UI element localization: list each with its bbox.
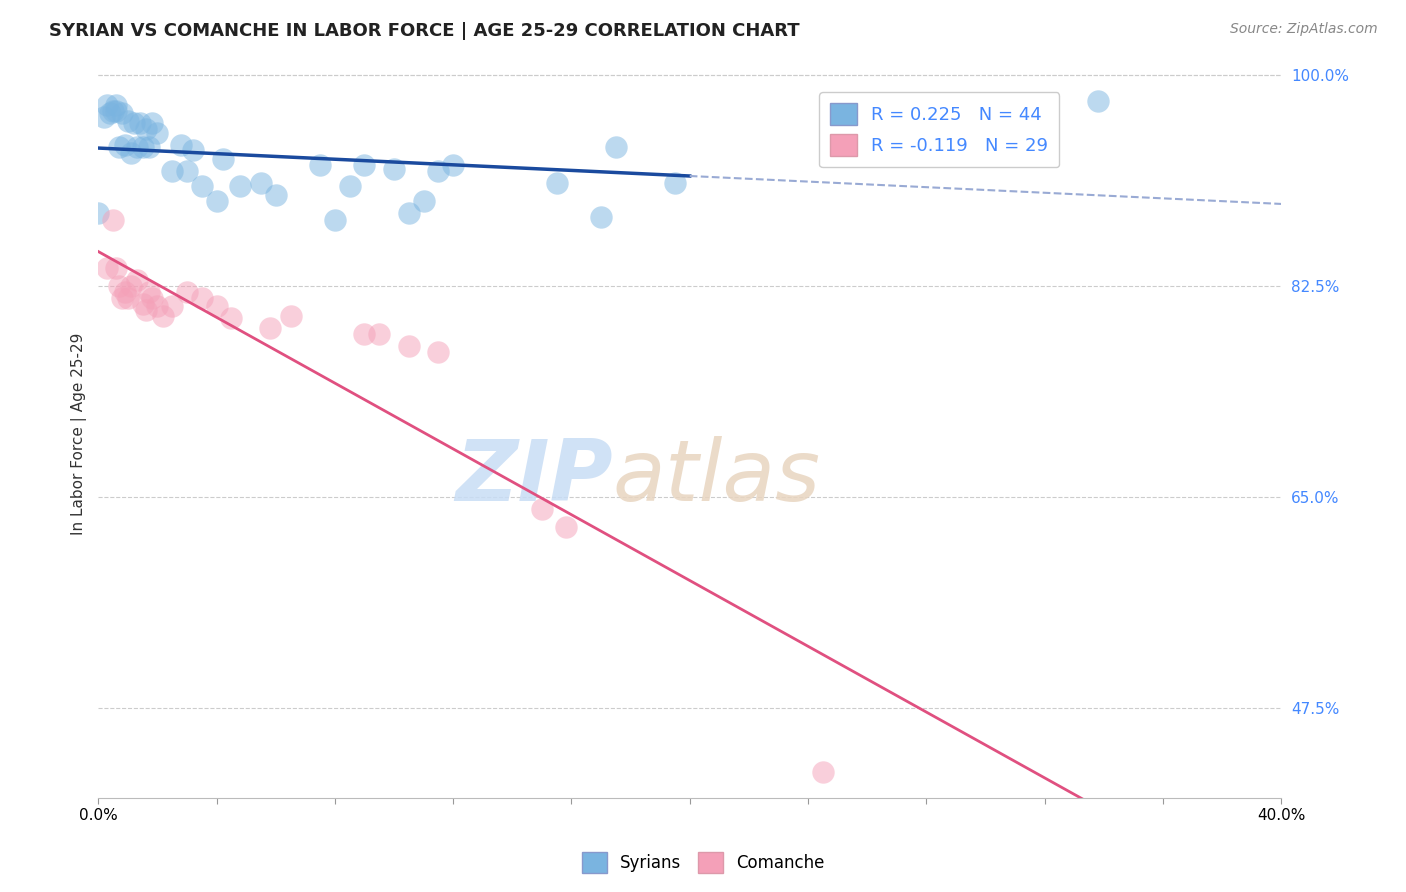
- Point: [138, 140, 160, 154]
- Legend: Syrians, Comanche: Syrians, Comanche: [575, 846, 831, 880]
- Point: [398, 206, 420, 220]
- Point: [170, 137, 193, 152]
- Point: [205, 299, 228, 313]
- Text: atlas: atlas: [613, 435, 821, 519]
- Point: [117, 113, 139, 128]
- Point: [101, 103, 124, 118]
- Point: [221, 311, 243, 326]
- Legend: R = 0.225   N = 44, R = -0.119   N = 29: R = 0.225 N = 44, R = -0.119 N = 29: [818, 93, 1059, 167]
- Y-axis label: In Labor Force | Age 25-29: In Labor Force | Age 25-29: [72, 332, 87, 534]
- Point: [108, 278, 131, 293]
- Point: [382, 161, 405, 176]
- Point: [259, 321, 281, 335]
- Text: Source: ZipAtlas.com: Source: ZipAtlas.com: [1230, 22, 1378, 37]
- Point: [589, 210, 612, 224]
- Point: [111, 106, 134, 120]
- Point: [530, 501, 553, 516]
- Point: [205, 194, 228, 209]
- Point: [1087, 95, 1109, 109]
- Point: [664, 177, 686, 191]
- Point: [398, 339, 420, 353]
- Point: [120, 146, 142, 161]
- Point: [250, 177, 273, 191]
- Point: [98, 106, 121, 120]
- Point: [108, 140, 131, 154]
- Point: [120, 278, 142, 293]
- Point: [125, 140, 148, 154]
- Point: [96, 260, 118, 275]
- Point: [353, 158, 375, 172]
- Point: [111, 291, 134, 305]
- Point: [368, 326, 391, 341]
- Point: [114, 137, 136, 152]
- Point: [152, 309, 174, 323]
- Point: [105, 103, 128, 118]
- Point: [138, 285, 160, 299]
- Point: [146, 299, 169, 313]
- Point: [125, 273, 148, 287]
- Point: [117, 291, 139, 305]
- Point: [441, 158, 464, 172]
- Point: [135, 122, 157, 136]
- Point: [280, 309, 302, 323]
- Text: SYRIAN VS COMANCHE IN LABOR FORCE | AGE 25-29 CORRELATION CHART: SYRIAN VS COMANCHE IN LABOR FORCE | AGE …: [49, 22, 800, 40]
- Point: [87, 206, 110, 220]
- Point: [176, 164, 198, 178]
- Point: [114, 285, 136, 299]
- Point: [105, 98, 128, 112]
- Point: [176, 285, 198, 299]
- Point: [229, 178, 252, 193]
- Point: [122, 116, 145, 130]
- Point: [131, 140, 153, 154]
- Point: [554, 520, 576, 534]
- Point: [93, 110, 115, 124]
- Point: [146, 126, 169, 140]
- Point: [141, 291, 163, 305]
- Point: [181, 143, 204, 157]
- Point: [211, 153, 233, 167]
- Point: [135, 302, 157, 317]
- Point: [427, 164, 450, 178]
- Point: [339, 178, 361, 193]
- Point: [323, 212, 346, 227]
- Point: [191, 291, 214, 305]
- Point: [131, 297, 153, 311]
- Point: [353, 326, 375, 341]
- Point: [412, 194, 434, 209]
- Point: [427, 345, 450, 359]
- Point: [162, 164, 184, 178]
- Point: [96, 98, 118, 112]
- Point: [811, 764, 834, 779]
- Point: [546, 177, 568, 191]
- Point: [191, 178, 214, 193]
- Text: ZIP: ZIP: [456, 435, 613, 519]
- Point: [141, 116, 163, 130]
- Point: [309, 158, 332, 172]
- Point: [162, 299, 184, 313]
- Point: [264, 188, 287, 202]
- Point: [101, 212, 124, 227]
- Point: [128, 116, 150, 130]
- Point: [105, 260, 128, 275]
- Point: [605, 140, 627, 154]
